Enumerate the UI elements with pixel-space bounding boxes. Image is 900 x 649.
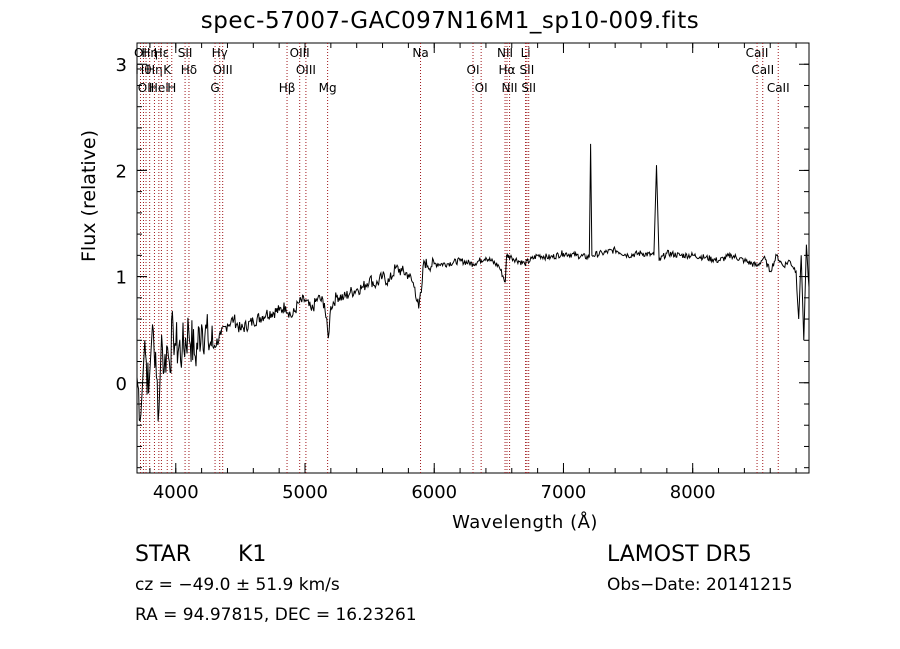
spectral-line-label: NII — [502, 81, 518, 95]
spectral-line-label: OIII — [296, 63, 316, 77]
spectral-line-label: Hδ — [181, 63, 197, 77]
x-tick-label: 5000 — [282, 482, 328, 503]
spectral-line-label: Mg — [319, 81, 337, 95]
spectral-line-label: HeI — [149, 81, 169, 95]
x-tick-label: 4000 — [153, 482, 199, 503]
x-tick-label: 8000 — [670, 482, 716, 503]
redshift-cz: cz = −49.0 ± 51.9 km/s — [135, 575, 340, 595]
plot-frame — [136, 42, 810, 474]
x-axis-label: Wavelength (Å) — [452, 512, 598, 533]
spectral-line-label: SII — [178, 46, 193, 60]
survey-name: LAMOST DR5 — [607, 542, 752, 567]
object-class: STAR — [135, 542, 192, 567]
spectral-line-label: Hα — [499, 63, 516, 77]
y-axis-label: Flux (relative) — [78, 129, 100, 262]
y-tick-label: 3 — [116, 55, 127, 76]
spectral-line-label: OIII — [213, 63, 233, 77]
spectral-line-label: Hη — [146, 63, 163, 77]
spectral-line-label: G — [210, 81, 219, 95]
spectral-line-label: CaII — [767, 81, 790, 95]
spectral-line-label: OI — [467, 63, 480, 77]
x-tick-label: 6000 — [411, 482, 457, 503]
spectral-line-label: K — [163, 63, 172, 77]
spectral-line-label: NII — [497, 46, 513, 60]
y-tick-label: 1 — [116, 268, 127, 289]
spectral-line-label: Hε — [154, 46, 170, 60]
y-tick-label: 0 — [116, 374, 127, 395]
spectral-line-label: Hβ — [279, 81, 296, 95]
observation-date: Obs−Date: 20141215 — [607, 575, 793, 595]
spectral-line-label: OIII — [290, 46, 310, 60]
ra-dec: RA = 94.97815, DEC = 16.23261 — [135, 605, 417, 625]
spectral-line-label: SII — [520, 63, 535, 77]
spectral-line-label: OII — [138, 81, 155, 95]
y-tick-label: 2 — [116, 161, 127, 182]
spectral-line-label: OI — [475, 81, 488, 95]
spectral-line-label: Na — [412, 46, 428, 60]
spectral-line-label: Hγ — [212, 46, 228, 60]
spectral-line-label: H — [167, 81, 176, 95]
chart-title: spec-57007-GAC097N16M1_sp10-009.fits — [200, 8, 700, 34]
spectral-line-label: SII — [521, 81, 536, 95]
spectral-line-label: CaII — [746, 46, 769, 60]
spectral-line-label: Hη — [141, 46, 158, 60]
spectral-line-label: CaII — [751, 63, 774, 77]
spectral-line-label: Hθ — [135, 63, 151, 77]
object-subclass: K1 — [238, 542, 267, 567]
spectrum-line — [136, 143, 810, 422]
x-tick-label: 7000 — [541, 482, 587, 503]
spectral-line-label: Li — [521, 46, 531, 60]
